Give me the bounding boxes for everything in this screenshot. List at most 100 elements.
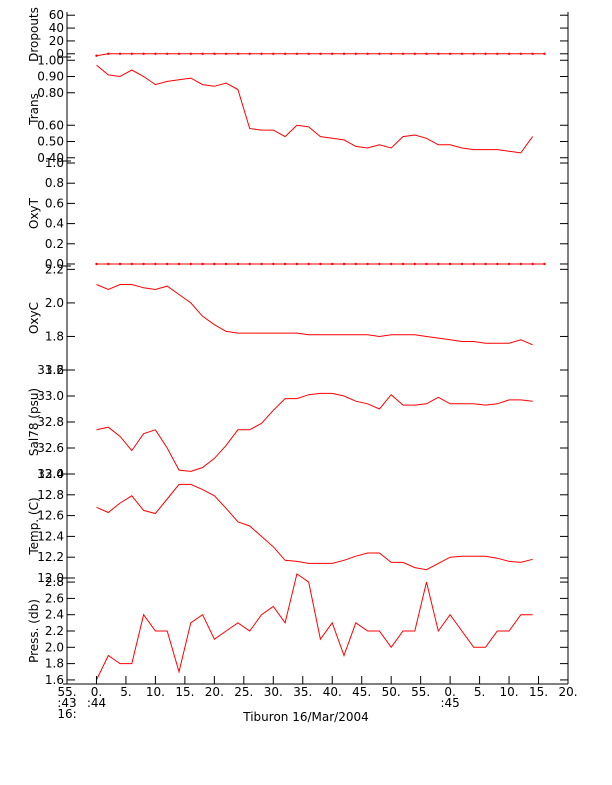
data-point	[437, 262, 440, 266]
x-tick-label: 15.	[175, 685, 194, 699]
y-tick-label: 1.8	[45, 329, 64, 343]
y-tick-label: 12.0	[37, 571, 64, 585]
y-tick-label: 0.4	[45, 217, 64, 231]
y-tick-label: 13.0	[37, 467, 64, 481]
series-line-oxyc	[96, 284, 533, 346]
data-point	[189, 52, 192, 55]
data-point	[472, 262, 475, 266]
data-point	[413, 262, 416, 266]
y-tick-label: 32.8	[37, 415, 64, 429]
x-tick-label: 30.	[264, 685, 283, 699]
data-point	[283, 262, 287, 266]
x-tick-hour-label: 16:	[57, 707, 76, 721]
panel-temp: 12.0 12.2 12.4 12.6 12.8 13.0 Temp. (C)	[27, 467, 569, 585]
data-point	[531, 262, 534, 266]
x-axis-title: Tiburon 16/Mar/2004	[242, 710, 368, 724]
data-point	[401, 262, 405, 266]
y-tick-label: 1.0	[45, 156, 64, 170]
data-point	[307, 262, 310, 266]
y-tick-label: 2.0	[45, 296, 64, 310]
y-tick-label: 0	[56, 47, 64, 61]
data-point	[472, 52, 475, 55]
y-tick-label: 0.90	[37, 70, 64, 84]
y-tick-label: 12.4	[37, 529, 64, 543]
data-point	[543, 262, 546, 266]
data-point	[213, 52, 216, 55]
y-axis-title: Temp. (C)	[27, 497, 41, 555]
data-point	[460, 52, 464, 55]
data-point	[177, 52, 181, 55]
x-tick-label: 45.	[352, 685, 371, 699]
data-point	[130, 52, 133, 55]
y-tick-label: 12.8	[37, 488, 64, 502]
panel-press: 1.6 1.8 2.0 2.2 2.4 2.6 2.8 Press. (db)	[27, 573, 569, 687]
data-point	[201, 262, 204, 266]
data-point	[319, 52, 322, 55]
data-point	[107, 52, 110, 55]
data-point	[154, 262, 157, 266]
data-point	[354, 262, 357, 266]
series-line-temp	[96, 483, 533, 571]
data-point	[366, 262, 369, 266]
data-point	[448, 52, 452, 55]
y-tick-label: 32.4	[37, 467, 64, 481]
data-point	[295, 52, 299, 55]
y-tick-label: 20	[49, 34, 64, 48]
data-point	[189, 262, 192, 266]
y-tick-label: 2.8	[45, 575, 64, 589]
y-tick-label: 2.2	[45, 262, 64, 276]
y-axis-title: OxyT	[27, 197, 41, 229]
x-tick-label: 5.	[474, 685, 485, 699]
data-point	[484, 262, 487, 266]
y-tick-label: 0.80	[37, 86, 64, 100]
y-tick-label: 32.6	[37, 441, 64, 455]
data-point	[107, 262, 110, 266]
data-point	[378, 52, 381, 55]
series-line-sal78	[96, 392, 533, 472]
data-point	[236, 262, 240, 266]
data-point	[130, 262, 133, 266]
y-tick-label: 12.6	[37, 509, 64, 523]
data-point	[177, 262, 181, 266]
data-point	[413, 52, 416, 55]
data-point	[507, 262, 511, 266]
data-point	[260, 52, 263, 55]
y-tick-label: 1.6	[45, 363, 64, 377]
y-tick-label: 33.2	[37, 363, 64, 377]
y-tick-label: 2.6	[45, 591, 64, 605]
data-point	[378, 262, 381, 266]
data-point	[460, 262, 464, 266]
data-point	[543, 52, 546, 55]
x-tick-label: 10.	[500, 685, 519, 699]
data-point	[260, 262, 263, 266]
data-point	[496, 262, 499, 266]
data-point	[201, 52, 204, 55]
data-point	[166, 52, 169, 55]
panel-oxyc: 1.6 1.8 2.0 2.2 OxyC	[27, 262, 569, 377]
y-tick-label: 12.2	[37, 550, 64, 564]
data-point	[319, 262, 322, 266]
x-tick-minute-label: :43	[57, 696, 76, 710]
data-point	[342, 262, 346, 266]
y-tick-label: 0.0	[45, 257, 64, 271]
x-tick-label: 55.	[57, 685, 76, 699]
y-tick-label: 1.8	[45, 657, 64, 671]
data-point	[531, 52, 534, 55]
x-tick-label: 5.	[120, 685, 131, 699]
data-point	[496, 52, 499, 55]
series-line-press	[96, 573, 533, 681]
x-tick-label: 55.	[411, 685, 430, 699]
y-axis-title: Press. (db)	[27, 599, 41, 663]
data-point	[366, 52, 369, 55]
data-point	[154, 52, 157, 55]
data-point	[437, 52, 440, 55]
y-tick-label: 1.00	[37, 53, 64, 67]
data-point	[307, 52, 310, 55]
panel-sal78: 32.4 32.6 32.8 33.0 33.2 Sal78 (psu)	[27, 363, 569, 481]
y-axis-title: OxyC	[27, 302, 41, 334]
data-point	[425, 262, 428, 266]
data-point	[213, 262, 216, 266]
y-tick-label: 1.6	[45, 673, 64, 687]
